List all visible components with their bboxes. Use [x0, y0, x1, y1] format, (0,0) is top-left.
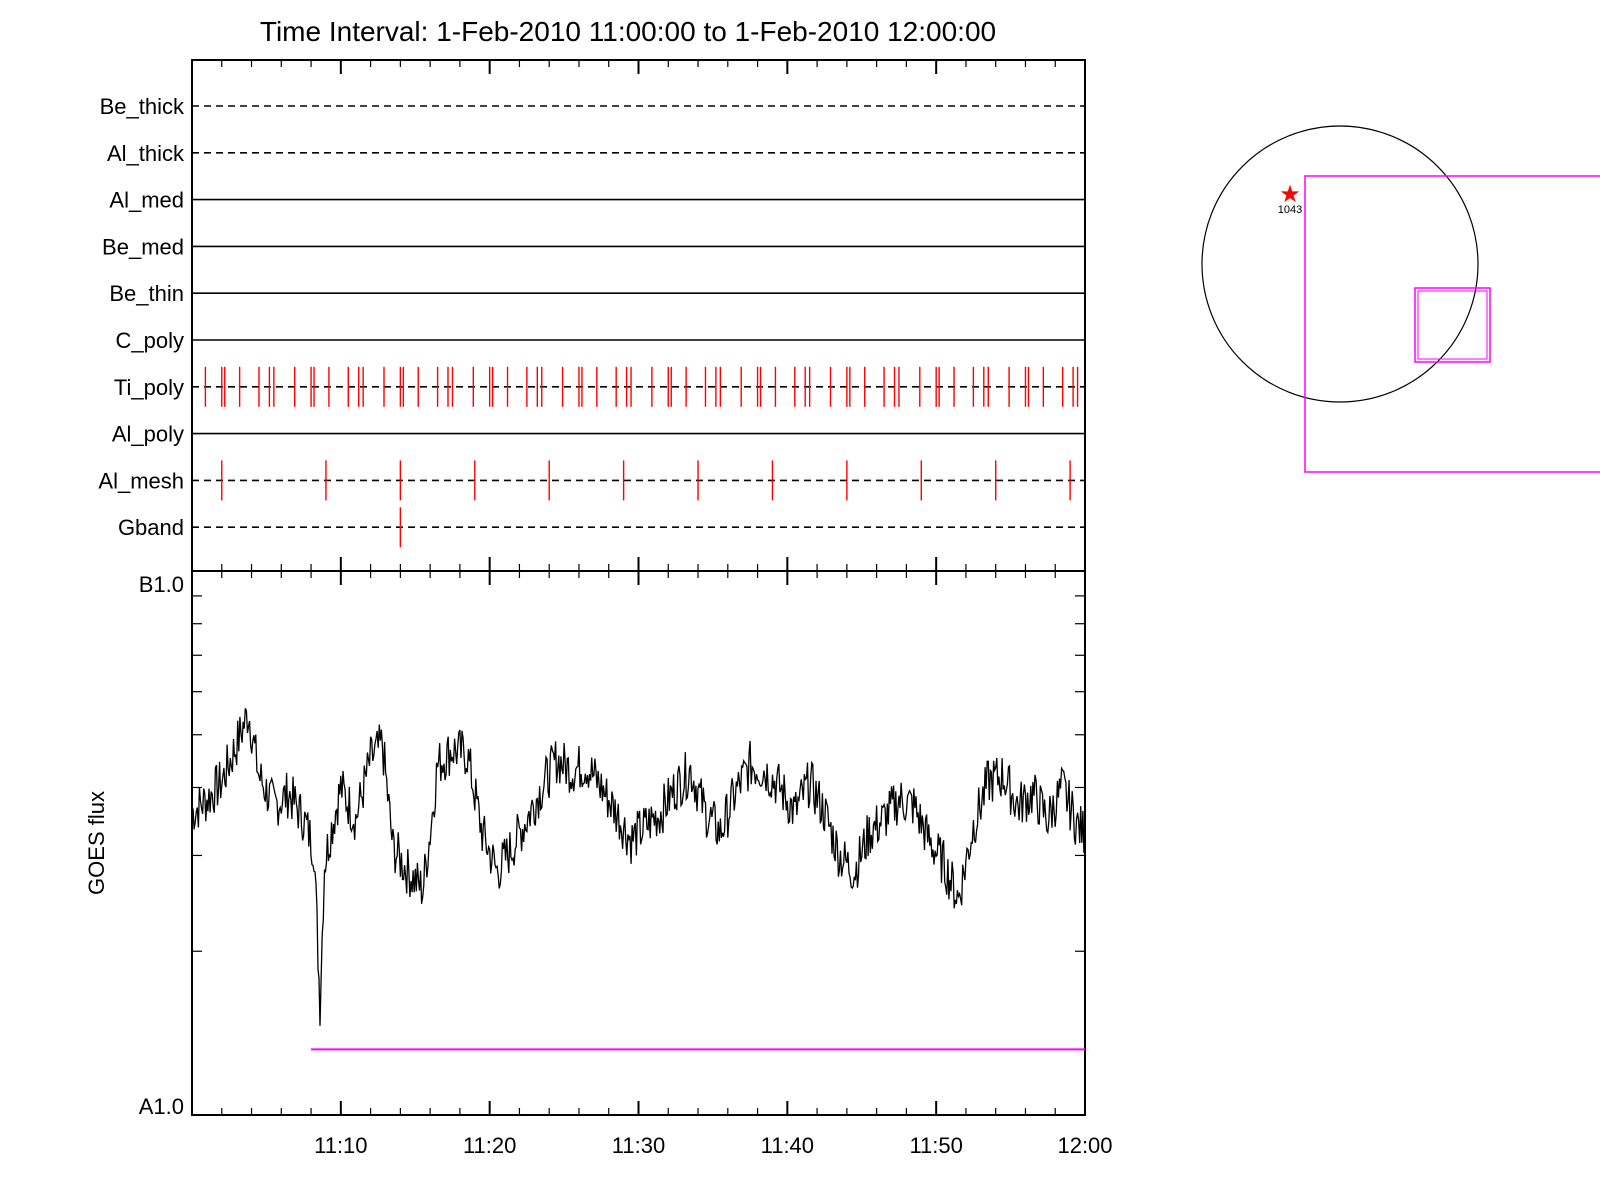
x-tick-label: 11:10 — [314, 1133, 367, 1158]
solar-disk — [1201, 125, 1479, 403]
goes-ticks — [191, 571, 1086, 1115]
x-tick-label: 12:00 — [1057, 1133, 1112, 1158]
y-min-label: A1.0 — [139, 1094, 184, 1119]
filter-label: Ti_poly — [114, 375, 184, 400]
filter-label: Al_med — [109, 188, 184, 213]
filter-label: Gband — [118, 515, 184, 540]
timeline-ticks — [191, 60, 1086, 571]
x-tick-label: 11:40 — [761, 1133, 814, 1158]
active-region-label: 1043 — [1278, 204, 1302, 216]
y-axis-label: GOES flux — [84, 791, 109, 895]
x-tick-labels: 11:10 11:20 11:30 11:40 11:50 12:00 — [314, 1133, 1112, 1158]
filter-label: Be_med — [102, 234, 184, 259]
goes-panel: B1.0 A1.0 GOES flux 11:10 11:20 11:30 11:40… — [84, 570, 1113, 1158]
x-tick-label: 11:20 — [463, 1133, 516, 1158]
x-tick-label: 11:30 — [612, 1133, 665, 1158]
timeline-panel: Be_thick Al_thick Al_med Be_med Be_thin C_pol… — [98, 59, 1086, 572]
sun-map: ★ 1043 — [1201, 125, 1600, 473]
star-icon: ★ — [1279, 181, 1301, 208]
filter-label: C_poly — [116, 328, 184, 353]
filter-label: Be_thin — [109, 281, 184, 306]
goes-frame — [191, 570, 1086, 1116]
filter-label: Al_thick — [107, 141, 185, 166]
chart-title: Time Interval: 1-Feb-2010 11:00:00 to 1-… — [260, 16, 996, 47]
x-tick-label: 11:50 — [909, 1133, 962, 1158]
filter-label: Be_thick — [100, 94, 185, 119]
filter-rows: Be_thick Al_thick Al_med Be_med Be_thin C_pol… — [98, 94, 1085, 548]
large-fov-box — [1304, 175, 1600, 473]
filter-label: Al_poly — [112, 422, 184, 447]
y-max-label: B1.0 — [139, 572, 184, 597]
goes-flux-line — [191, 708, 1086, 1026]
filter-label: Al_mesh — [98, 468, 184, 493]
small-fov-box — [1414, 287, 1491, 363]
small-fov-box-inner — [1417, 290, 1488, 360]
